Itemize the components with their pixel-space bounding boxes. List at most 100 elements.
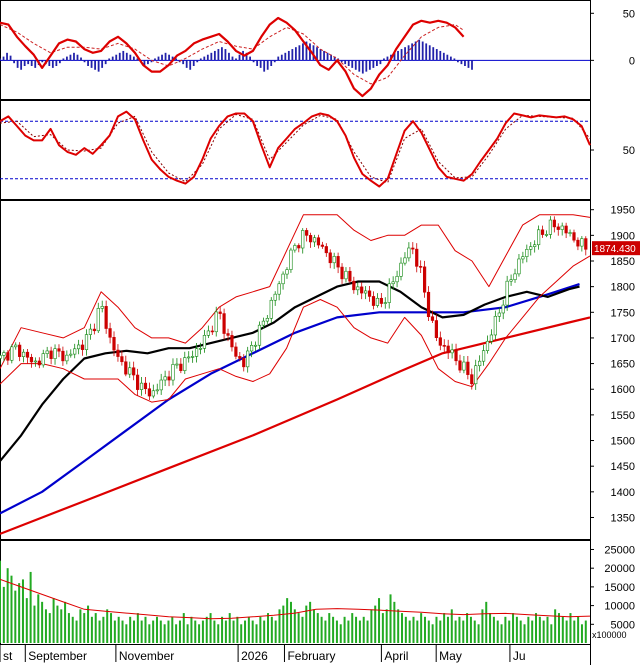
candle-body [124, 361, 128, 375]
volume-bar [133, 620, 136, 643]
macd-histogram-bar [115, 54, 118, 61]
candle-body [297, 245, 301, 249]
volume-bar [37, 594, 40, 643]
candle-body [171, 364, 175, 381]
bollinger-upper-line [0, 214, 591, 369]
macd-histogram-bar [400, 49, 403, 61]
macd-histogram-bar [157, 56, 160, 61]
candle-body [167, 376, 171, 381]
x-axis-label: April [384, 649, 408, 663]
macd-histogram-bar [330, 54, 333, 61]
volume-bar [366, 620, 369, 643]
macd-histogram-bar [294, 47, 297, 61]
candle-body [316, 237, 321, 246]
volume-bar [71, 616, 74, 643]
candle-body [497, 312, 501, 317]
volume-bar [557, 613, 560, 643]
candle-body [242, 358, 246, 368]
macd-histogram-bar [62, 58, 65, 61]
volume-bar [270, 616, 273, 643]
candle-body [230, 335, 234, 348]
candle-body [45, 350, 49, 354]
candle-body [136, 374, 140, 390]
volume-bar [523, 624, 526, 643]
macd-histogram-bar [213, 50, 216, 61]
volume-bar [182, 613, 185, 643]
volume-bar [159, 620, 162, 643]
volume-bar [117, 616, 120, 643]
candle-body [29, 356, 34, 363]
volume-bar [144, 616, 147, 643]
price-y-tick-label: 1550 [611, 410, 635, 422]
volume-bar [217, 624, 220, 643]
macd-histogram-bar [224, 49, 227, 61]
price-y-tick-label: 1350 [611, 512, 635, 524]
macd-histogram-bar [185, 60, 188, 68]
volume-bar [190, 616, 193, 643]
candle-body [430, 316, 435, 321]
macd-histogram-bar [0, 58, 1, 61]
macd-histogram-bar [147, 60, 149, 65]
volume-bar [163, 624, 166, 643]
macd-histogram-bar [302, 43, 304, 61]
x-axis-label: September [28, 649, 87, 663]
macd-histogram-bar [210, 52, 213, 61]
volume-bar [64, 601, 67, 643]
macd-histogram-bar [13, 60, 15, 64]
volume-bar [492, 616, 495, 643]
volume-bar [370, 609, 373, 643]
volume-bar [201, 620, 204, 643]
macd-histogram-bar [312, 45, 315, 61]
macd-histogram-bar [27, 60, 30, 65]
macd-histogram-bar [203, 56, 206, 61]
candle-body [552, 219, 556, 228]
macd-histogram-bar [192, 60, 195, 66]
volume-bar [309, 601, 312, 643]
candle-body [442, 345, 446, 347]
candle-body [301, 230, 305, 249]
x-axis-label: 2026 [241, 649, 268, 663]
price-y-tick-label: 1650 [611, 359, 635, 371]
macd-histogram-bar [23, 60, 26, 66]
volume-bar [316, 613, 319, 643]
stochastic-d-line [0, 114, 591, 184]
macd-histogram-bar [76, 54, 79, 61]
candle-body [226, 333, 230, 336]
x-axis-label: st [3, 649, 13, 663]
volume-bar [52, 598, 55, 643]
volume-y-tick-label: 20000 [604, 563, 635, 575]
macd-histogram-bar [453, 58, 456, 61]
price-y-tick-label: 1850 [611, 256, 635, 268]
macd-histogram-bar [97, 60, 100, 72]
macd-histogram-bar [164, 52, 167, 61]
candle-body [521, 256, 525, 260]
candle-body [100, 306, 104, 309]
price-y-tick-label: 1450 [611, 461, 635, 473]
macd-histogram-bar [199, 58, 202, 61]
macd-histogram-bar [442, 52, 445, 61]
candle-body [80, 344, 85, 350]
candle-body [387, 283, 391, 303]
candle-body [434, 320, 438, 338]
volume-bar [431, 624, 434, 643]
volume-bar [155, 616, 158, 643]
volume-bar [213, 620, 216, 643]
volume-bar [221, 616, 224, 643]
volume-bar [580, 624, 583, 643]
macd-histogram-bar [432, 47, 435, 61]
candle-body [120, 356, 124, 363]
volume-bar [512, 613, 515, 643]
volume-bar [389, 594, 392, 643]
candle-body [340, 266, 344, 280]
candle-body [344, 270, 348, 280]
candle-body [470, 374, 474, 385]
candle-body [367, 290, 372, 297]
macd-histogram-bar [228, 52, 230, 61]
volume-bar [152, 620, 155, 643]
volume-bar [209, 613, 212, 643]
volume-bar [477, 624, 480, 643]
candle-body [403, 257, 407, 264]
macd-histogram-bar [252, 60, 255, 63]
volume-bar [427, 620, 430, 643]
